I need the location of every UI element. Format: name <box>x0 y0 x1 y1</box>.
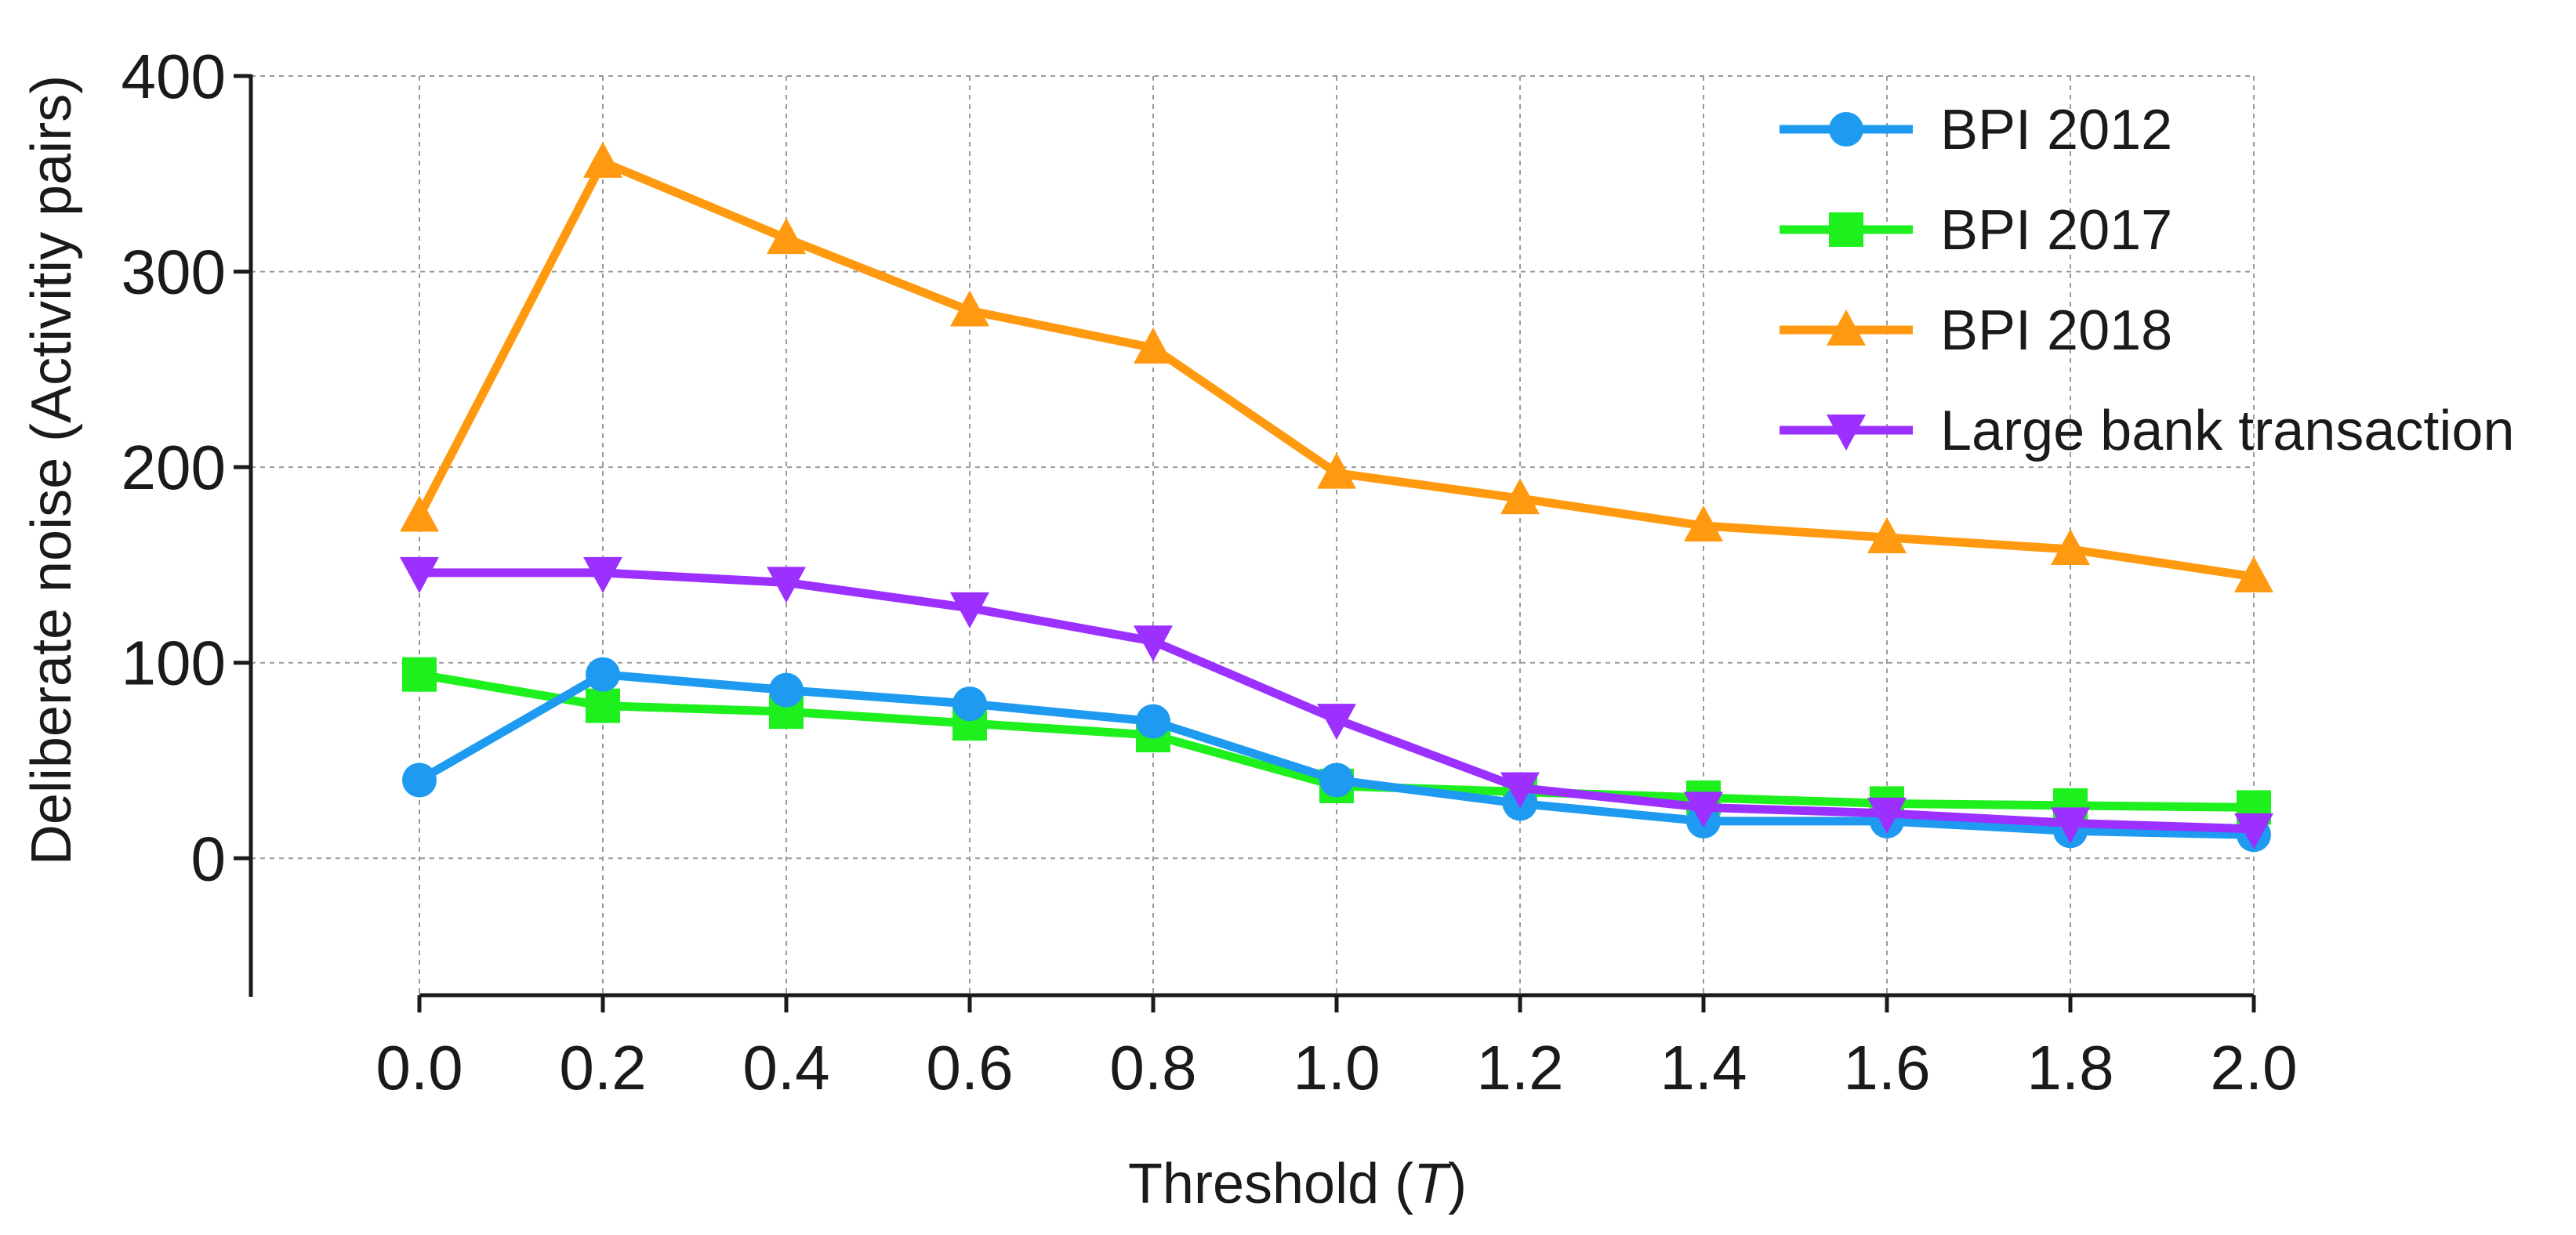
x-tick-label: 0.8 <box>1109 1033 1196 1103</box>
legend-entry-2: BPI 2018 <box>1780 299 2172 362</box>
legend-marker <box>1827 310 1866 346</box>
data-point-3-7 <box>1684 791 1723 828</box>
y-tick-label: 300 <box>122 237 226 307</box>
data-point-2-0 <box>400 495 439 532</box>
data-point-2-6 <box>1500 478 1540 515</box>
data-point-3-8 <box>1867 797 1907 834</box>
data-point-3-4 <box>1134 625 1173 662</box>
x-tick-label: 0.6 <box>926 1033 1013 1103</box>
x-tick-label: 1.0 <box>1293 1033 1380 1103</box>
legend-entry-1: BPI 2017 <box>1780 199 2172 262</box>
data-point-2-5 <box>1317 452 1356 489</box>
data-point-2-4 <box>1134 327 1173 364</box>
data-point-3-2 <box>767 567 806 603</box>
x-axis-title: Threshold (T) <box>1128 1153 1467 1215</box>
legend-marker <box>1829 112 1863 147</box>
legend-marker <box>1829 212 1863 247</box>
series-2 <box>400 141 2273 592</box>
series-3 <box>400 556 2273 849</box>
data-point-2-1 <box>583 141 622 178</box>
y-tick-label: 0 <box>191 824 227 893</box>
legend-label: BPI 2017 <box>1940 199 2172 262</box>
legend-entry-3: Large bank transaction <box>1780 400 2514 462</box>
x-axis-title-variable: T <box>1413 1153 1452 1215</box>
y-axis-title: Deliberate noise (Activitiy pairs) <box>20 75 83 865</box>
data-point-3-5 <box>1317 704 1356 741</box>
x-tick-label: 1.6 <box>1843 1033 1930 1103</box>
x-tick-label: 1.8 <box>2026 1033 2113 1103</box>
data-point-3-9 <box>2051 807 2090 844</box>
data-point-0-2 <box>769 672 804 708</box>
data-point-1-1 <box>586 688 620 723</box>
x-tick-label: 2.0 <box>2210 1033 2297 1103</box>
legend-entry-0: BPI 2012 <box>1780 99 2172 161</box>
data-point-0-4 <box>1136 704 1170 739</box>
y-tick-label: 200 <box>122 433 226 502</box>
series-layer <box>400 141 2273 853</box>
data-point-2-9 <box>2051 528 2090 565</box>
data-point-2-3 <box>950 290 989 327</box>
x-tick-label: 0.0 <box>376 1033 463 1103</box>
data-point-0-1 <box>586 657 620 692</box>
data-point-2-7 <box>1684 505 1723 542</box>
data-point-1-0 <box>402 657 437 692</box>
y-tick-label: 100 <box>122 628 226 698</box>
legend-marker <box>1827 415 1866 451</box>
legend-label: BPI 2018 <box>1940 299 2172 362</box>
axes: 0 100 200 300 400 0.0 0.2 0.4 0.6 0.8 1.0 1.2 1.4 1.6… <box>122 42 2298 1103</box>
y-tick-label: 400 <box>122 42 226 111</box>
legend: BPI 2012 BPI 2017 BPI 2018 Large bank trans… <box>1780 99 2514 462</box>
data-point-2-8 <box>1867 516 1907 553</box>
data-point-3-6 <box>1500 772 1540 809</box>
x-axis-title-text: Threshold ( <box>1128 1153 1413 1215</box>
x-tick-label: 0.4 <box>742 1033 829 1103</box>
data-point-3-10 <box>2234 813 2273 849</box>
data-point-2-2 <box>767 218 806 255</box>
data-point-0-5 <box>1319 762 1354 798</box>
x-tick-label: 1.2 <box>1476 1033 1563 1103</box>
x-tick-label: 1.4 <box>1660 1033 1747 1103</box>
legend-label: Large bank transaction <box>1940 400 2514 462</box>
x-axis-title-end: ) <box>1448 1153 1467 1215</box>
data-point-0-0 <box>402 762 437 798</box>
legend-label: BPI 2012 <box>1940 99 2172 161</box>
data-point-0-3 <box>952 686 987 722</box>
data-point-3-1 <box>583 556 622 593</box>
data-point-3-3 <box>950 592 989 628</box>
x-tick-label: 0.2 <box>559 1033 646 1103</box>
data-point-3-0 <box>400 556 439 593</box>
data-point-2-10 <box>2234 556 2273 592</box>
